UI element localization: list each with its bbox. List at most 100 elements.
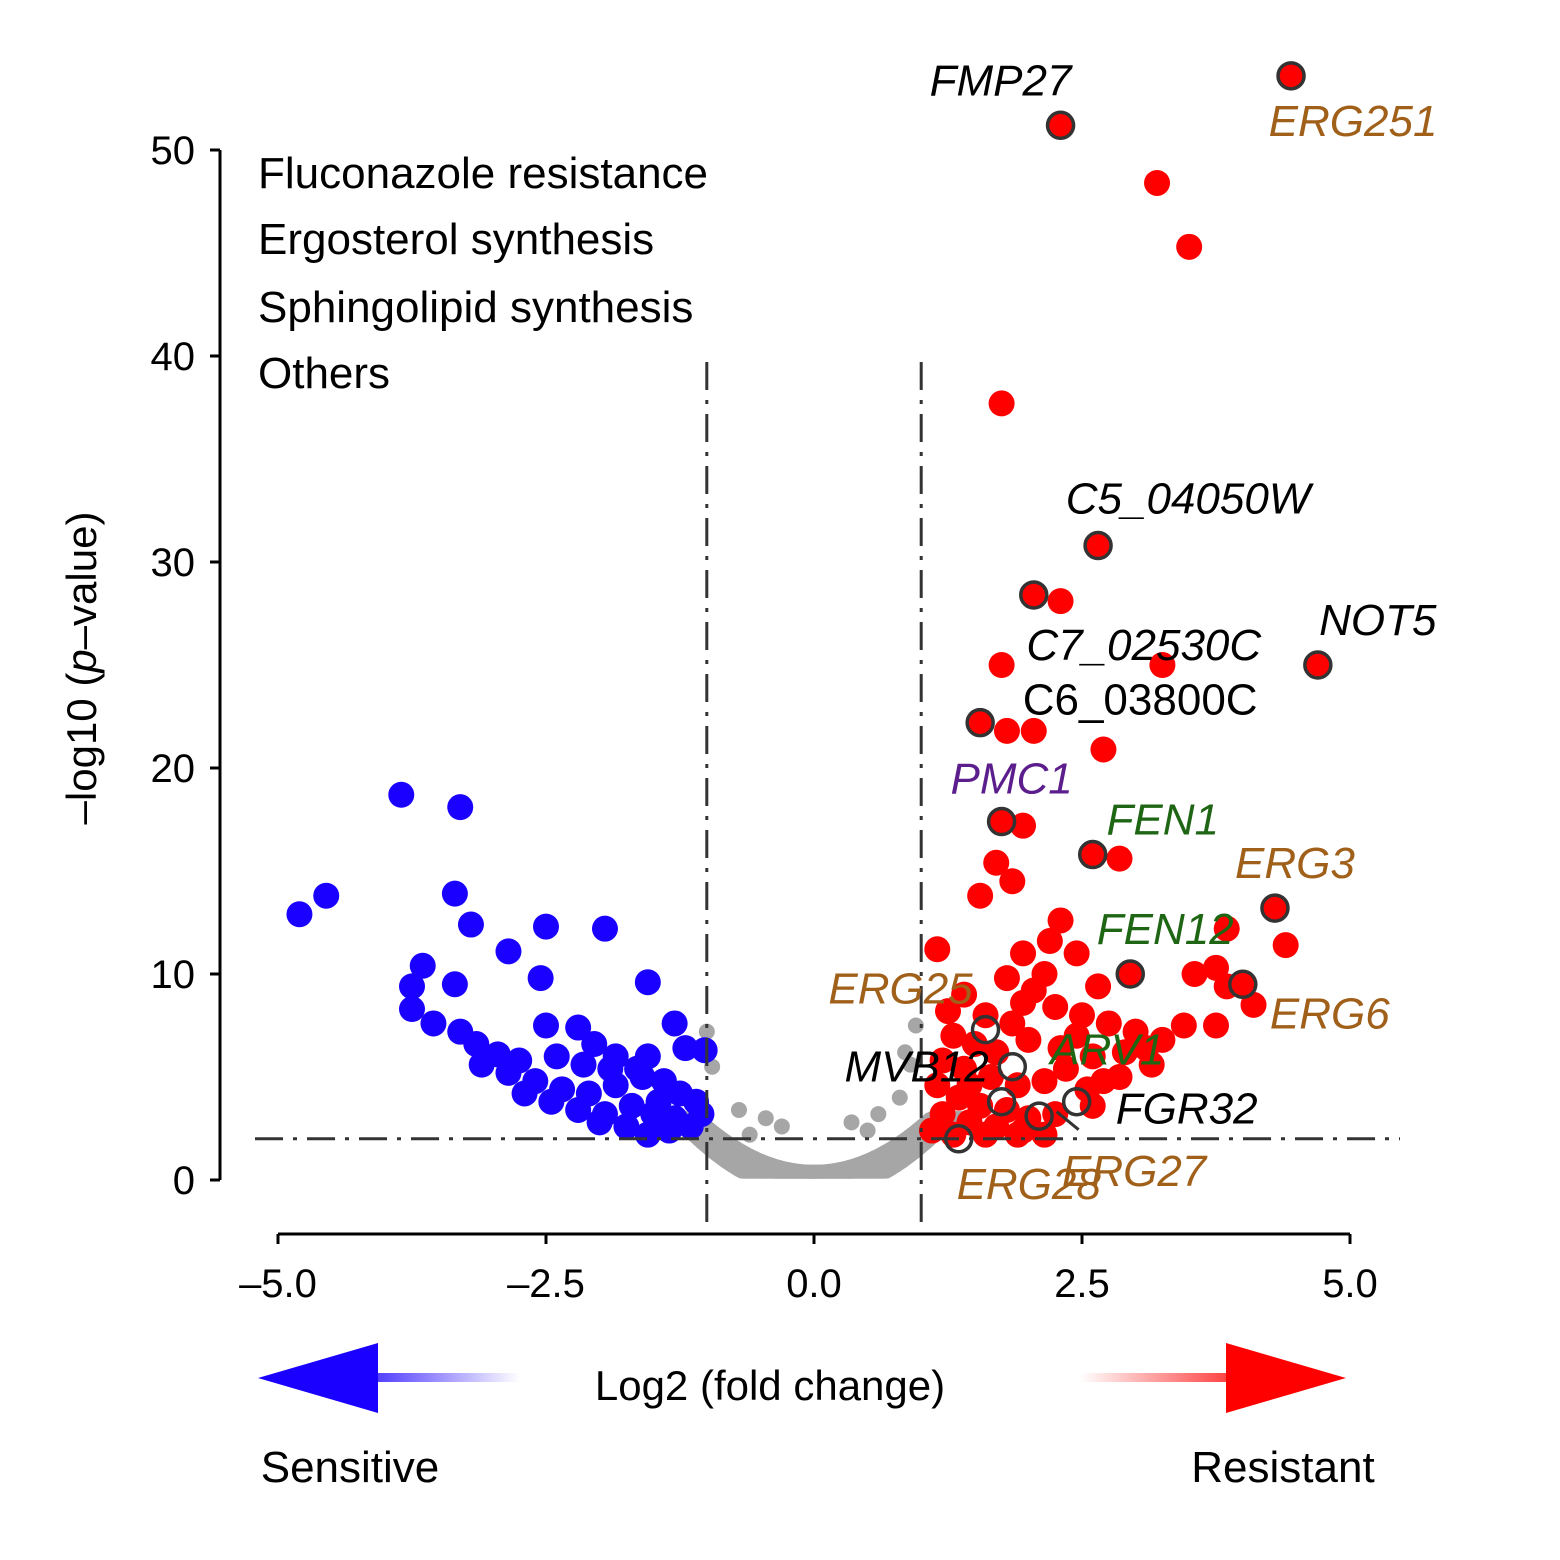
legend: Fluconazole resistance Ergosterol synthe… (258, 149, 708, 398)
resistant-point (1085, 973, 1112, 1000)
gene-label-not5: NOT5 (1319, 596, 1437, 645)
highlighted-point-erg251 (1276, 61, 1306, 91)
resistant-arrow-shaft (1080, 1373, 1280, 1382)
resistant-point (1181, 961, 1208, 987)
sensitive-point (447, 794, 474, 821)
highlighted-point-erg3 (1260, 893, 1290, 923)
highlighted-point-erg27 (1024, 1101, 1054, 1131)
resistant-point (1047, 907, 1074, 934)
sensitive-point (565, 1014, 592, 1041)
resistant-point (924, 936, 951, 963)
sensitive-label: Sensitive (261, 1443, 440, 1492)
resistant-point (1149, 652, 1176, 678)
sensitive-point (399, 973, 425, 1000)
resistant-point (940, 1022, 967, 1049)
sensitive-point (586, 1109, 613, 1136)
resistant-point (1010, 940, 1037, 967)
x-tick-label: –5.0 (239, 1262, 317, 1306)
resistant-point (1031, 1121, 1058, 1148)
sensitive-point (441, 880, 468, 907)
sensitive-point (409, 952, 436, 979)
gene-label-mvb12: MVB12 (844, 1043, 988, 1092)
resistant-point (1170, 1012, 1197, 1039)
resistant-point (993, 717, 1020, 744)
sensitive-point (388, 781, 415, 808)
nonsig-point (891, 1089, 908, 1106)
highlighted-point-arv1 (997, 1051, 1028, 1082)
highlighted-point-c5_04050w (1083, 530, 1113, 561)
nonsig-point (907, 1017, 924, 1034)
resistant-point (1036, 928, 1063, 955)
gene-label-erg27: ERG27 (1062, 1147, 1208, 1196)
resistant-point (1042, 993, 1069, 1020)
sensitive-point (634, 1121, 661, 1148)
sensitive-point (527, 965, 554, 992)
sensitive-points (286, 781, 718, 1148)
resistant-point (1090, 736, 1117, 763)
highlighted-point-c7_02530c (1019, 580, 1049, 610)
resistant-point (1020, 717, 1047, 744)
legend-ergosterol-synthesis: Ergosterol synthesis (258, 215, 654, 264)
resistant-point (1106, 845, 1133, 872)
y-tick-label: 0 (173, 1159, 195, 1203)
highlighted-point-fgr32 (1061, 1086, 1092, 1117)
resistant-point (1010, 812, 1037, 839)
highlighted-point-erg6 (1228, 969, 1258, 1000)
nonsig-point (902, 1056, 919, 1073)
highlighted-point-fmp27 (1045, 110, 1076, 141)
resistant-point (1079, 1092, 1106, 1119)
nonsig-point (773, 1118, 790, 1135)
y-axis-title: –log10 (p–value) (58, 512, 105, 825)
sensitive-arrow (258, 1343, 520, 1413)
highlighted-point-c6_03800c (965, 707, 995, 738)
sensitive-point (495, 938, 522, 965)
resistant-point (935, 998, 961, 1025)
resistant-point (999, 868, 1026, 895)
sensitive-point (463, 1031, 490, 1058)
resistant-point (918, 1117, 945, 1144)
sensitive-point (495, 1059, 522, 1086)
sensitive-point (313, 882, 340, 909)
highlighted-point-fen1 (1077, 839, 1108, 870)
highlighted-point-fen12 (1115, 959, 1145, 989)
nonsig-point (698, 1023, 715, 1040)
resistant-point (1052, 1055, 1079, 1082)
x-tick-label: –2.5 (507, 1262, 585, 1306)
axes: 0 10 20 30 40 50 –5.0 –2.5 0.0 2.5 5.0 (151, 129, 1378, 1306)
sensitive-point (420, 1010, 447, 1037)
resistant-point (1004, 1121, 1031, 1148)
nonsig-point (730, 1101, 747, 1118)
sensitive-point (441, 971, 468, 998)
x-axis-title: Log2 (fold change) (595, 1362, 945, 1409)
fgr32-connector (1055, 1110, 1080, 1131)
resistant-point (1079, 1043, 1106, 1070)
gene-label-erg28: ERG28 (957, 1160, 1102, 1209)
sensitive-point (661, 1010, 688, 1037)
resistant-point (1203, 1012, 1229, 1039)
resistant-point (977, 1064, 1004, 1090)
highlighted-point-mvb12 (986, 1086, 1017, 1117)
nonsig-point (870, 1106, 887, 1123)
sensitive-arrow-shaft (330, 1373, 520, 1382)
resistant-point (1176, 233, 1203, 260)
resistant-point (1069, 1002, 1095, 1029)
resistant-point (1272, 932, 1299, 959)
y-axis-title-part2: p (58, 649, 105, 674)
resistant-arrow-head (1226, 1343, 1346, 1413)
resistant-point (929, 1047, 956, 1074)
x-tick-label: 2.5 (1054, 1262, 1110, 1306)
sensitive-point (565, 1096, 592, 1123)
y-tick-label: 40 (151, 335, 196, 379)
resistant-point (1095, 1010, 1122, 1037)
sensitive-point (457, 911, 484, 938)
resistant-point (988, 652, 1015, 678)
gene-label-c7_02530c: C7_02530C (1026, 621, 1262, 670)
sensitive-point (624, 1055, 651, 1082)
nonsig-point (859, 1122, 876, 1139)
sensitive-point (399, 996, 425, 1023)
resistant-point (956, 1072, 983, 1099)
resistant-point (1144, 169, 1171, 196)
sensitive-point (511, 1080, 538, 1107)
resistant-point (993, 965, 1020, 992)
